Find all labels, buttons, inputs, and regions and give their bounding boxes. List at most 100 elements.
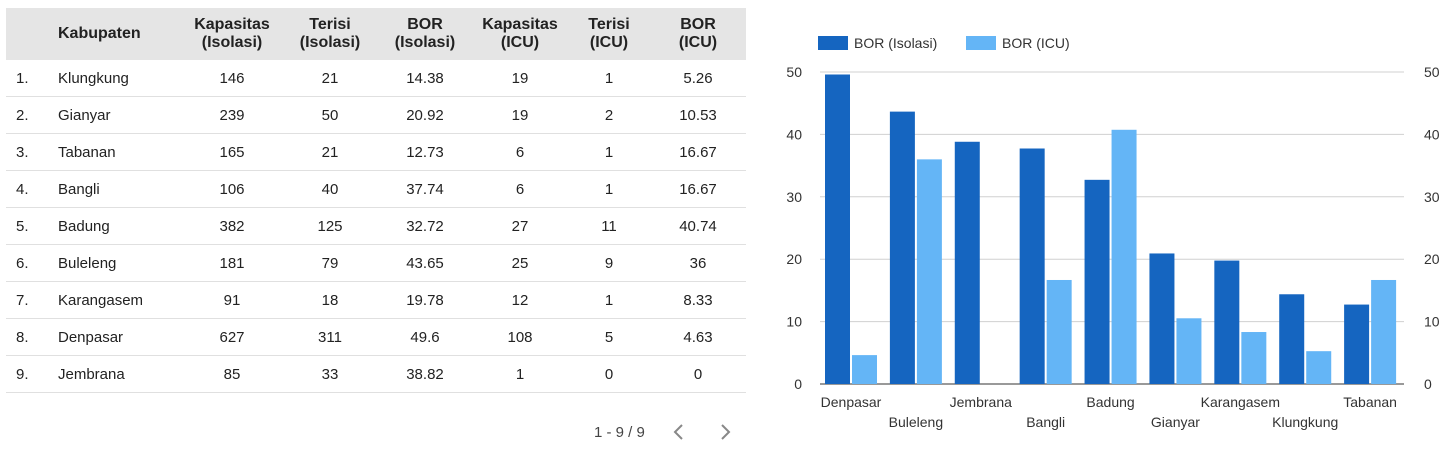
table-cell: 5.26 (650, 60, 746, 97)
table-cell: 8.33 (650, 281, 746, 319)
table-cell: Gianyar (58, 96, 182, 134)
table-cell: Denpasar (58, 318, 182, 356)
table-cell: 2 (568, 96, 650, 134)
table-cell: 106 (182, 170, 282, 208)
column-header[interactable]: Kapasitas (ICU) (472, 8, 568, 60)
table-cell: Klungkung (58, 60, 182, 97)
table-cell: 311 (282, 318, 378, 356)
column-header[interactable]: Kabupaten (58, 8, 182, 60)
y-tick-label-left: 20 (786, 251, 802, 267)
chevron-left-icon (673, 424, 683, 440)
table-cell: 16.67 (650, 133, 746, 171)
bar-icu (1241, 332, 1267, 384)
x-tick-label: Klungkung (1272, 414, 1338, 430)
table-cell: 18 (282, 281, 378, 319)
table-cell: 239 (182, 96, 282, 134)
table-cell: 85 (182, 355, 282, 393)
column-header[interactable]: Terisi (ICU) (568, 8, 650, 60)
table-row: 9. Jembrana 85 33 38.82 1 0 0 (6, 355, 746, 393)
x-tick-label: Badung (1086, 394, 1134, 410)
table-cell: 382 (182, 207, 282, 245)
table-cell: 1 (568, 60, 650, 97)
x-tick-label: Buleleng (889, 414, 944, 430)
bar-icu (1371, 279, 1397, 384)
y-tick-label-right: 40 (1424, 126, 1440, 142)
bar-isolasi (954, 141, 980, 384)
bar-isolasi (1019, 148, 1045, 384)
table-cell: 108 (472, 318, 568, 356)
x-tick-label: Denpasar (821, 394, 882, 410)
table-row: 8. Denpasar 627 311 49.6 108 5 4.63 (6, 318, 746, 356)
chevron-right-icon (721, 424, 731, 440)
column-header[interactable]: BOR (ICU) (650, 8, 746, 60)
table-row: 5. Badung 382 125 32.72 27 11 40.74 (6, 207, 746, 245)
bar-isolasi (889, 111, 915, 385)
table-cell: 40 (282, 170, 378, 208)
table-row: 4. Bangli 106 40 37.74 6 1 16.67 (6, 170, 746, 208)
bar-isolasi (825, 74, 850, 384)
table-cell: 1. (6, 60, 58, 97)
table-cell: Karangasem (58, 281, 182, 319)
bar-icu (916, 159, 942, 384)
table-cell: 37.74 (378, 170, 472, 208)
table-cell: 1 (568, 170, 650, 208)
next-page-button[interactable] (713, 420, 737, 444)
table-cell: 627 (182, 318, 282, 356)
legend-swatch (818, 36, 848, 50)
column-header[interactable]: Terisi (Isolasi) (282, 8, 378, 60)
y-tick-label-right: 30 (1424, 189, 1440, 205)
table-cell: 5 (568, 318, 650, 356)
table-cell: Bangli (58, 170, 182, 208)
table-cell: 14.38 (378, 60, 472, 97)
y-tick-label-left: 0 (794, 376, 802, 392)
bar-isolasi (1214, 260, 1240, 384)
y-tick-label-right: 10 (1424, 314, 1440, 330)
column-header[interactable] (6, 8, 58, 60)
x-tick-label: Gianyar (1151, 414, 1200, 430)
table-cell: 4.63 (650, 318, 746, 356)
column-header[interactable]: BOR (Isolasi) (378, 8, 472, 60)
table-cell: 21 (282, 133, 378, 171)
table-cell: Tabanan (58, 133, 182, 171)
pagination-range: 1 - 9 / 9 (594, 423, 645, 441)
pagination: 1 - 9 / 9 (594, 420, 737, 444)
table-cell: Badung (58, 207, 182, 245)
column-header[interactable]: Kapasitas (Isolasi) (182, 8, 282, 60)
y-tick-label-left: 40 (786, 126, 802, 142)
table-cell: 19 (472, 96, 568, 134)
table-cell: 43.65 (378, 244, 472, 282)
table-cell: 165 (182, 133, 282, 171)
y-tick-label-right: 0 (1424, 376, 1432, 392)
table-cell: 6 (472, 133, 568, 171)
prev-page-button[interactable] (667, 420, 691, 444)
y-tick-label-left: 50 (786, 64, 802, 80)
table-cell: 6 (472, 170, 568, 208)
table-cell: 33 (282, 355, 378, 393)
table-cell: 9. (6, 355, 58, 393)
table-cell: 21 (282, 60, 378, 97)
bar-icu (1046, 279, 1072, 384)
x-tick-label: Bangli (1026, 414, 1065, 430)
table-cell: 32.72 (378, 207, 472, 245)
y-tick-label-right: 50 (1424, 64, 1440, 80)
bar-icu (1176, 318, 1202, 384)
y-tick-label-left: 30 (786, 189, 802, 205)
table-cell: 5. (6, 207, 58, 245)
table-cell: 25 (472, 244, 568, 282)
table-cell: 27 (472, 207, 568, 245)
table-cell: 1 (472, 355, 568, 393)
bar-icu (1111, 129, 1137, 384)
table-cell: 2. (6, 96, 58, 134)
table-cell: 125 (282, 207, 378, 245)
legend-label: BOR (Isolasi) (854, 35, 937, 51)
table-row: 6. Buleleng 181 79 43.65 25 9 36 (6, 244, 746, 282)
x-tick-label: Karangasem (1201, 394, 1280, 410)
table-cell: 9 (568, 244, 650, 282)
table-cell: 11 (568, 207, 650, 245)
table-cell: 38.82 (378, 355, 472, 393)
table-cell: 146 (182, 60, 282, 97)
table-row: 1. Klungkung 146 21 14.38 19 1 5.26 (6, 60, 746, 97)
bor-table: Kabupaten Kapasitas (Isolasi) Terisi (Isol… (6, 8, 746, 393)
table-cell: 10.53 (650, 96, 746, 134)
table-cell: 1 (568, 133, 650, 171)
